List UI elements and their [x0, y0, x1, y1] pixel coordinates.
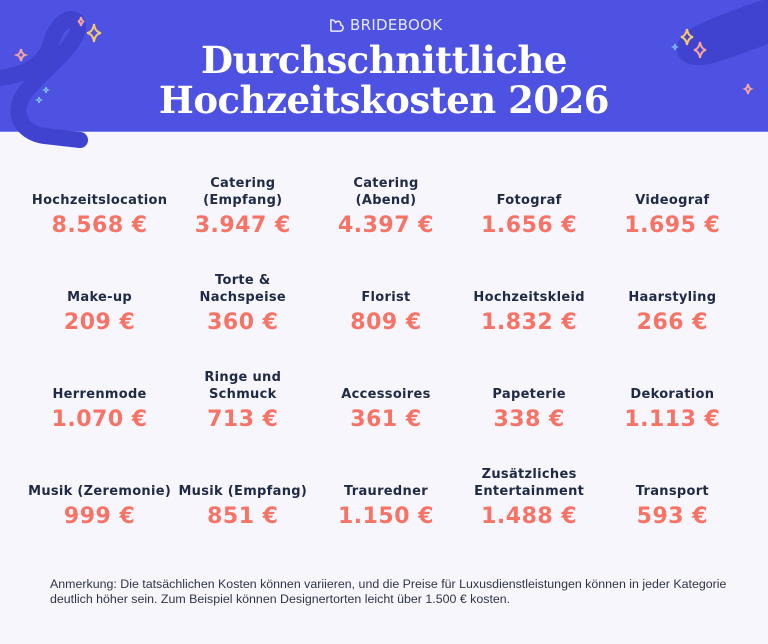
- cost-item: Musik (Empfang) 851 €: [171, 464, 314, 561]
- title-line-1: Durchschnittliche: [201, 38, 567, 82]
- cost-item: Torte & Nachspeise 360 €: [171, 270, 314, 367]
- cost-value: 3.947 €: [194, 213, 291, 238]
- brand-name: BRIDEBOOK: [350, 16, 443, 34]
- title-line-2: Hochzeitskosten 2026: [158, 78, 610, 122]
- cost-label: Ringe und Schmuck: [204, 370, 282, 402]
- cost-label: Torte & Nachspeise: [199, 273, 287, 305]
- cost-value: 361 €: [350, 407, 422, 432]
- cost-label: Florist: [361, 290, 411, 305]
- cost-value: 338 €: [493, 407, 565, 432]
- cost-value: 8.568 €: [51, 213, 148, 238]
- cost-label: Hochzeitskleid: [473, 290, 585, 305]
- cost-item: Catering (Abend) 4.397 €: [314, 173, 457, 270]
- cost-item: Catering (Empfang) 3.947 €: [171, 173, 314, 270]
- cost-item: Accessoires 361 €: [314, 367, 457, 464]
- cost-item: Haarstyling 266 €: [601, 270, 744, 367]
- cost-item: Ringe und Schmuck 713 €: [171, 367, 314, 464]
- cost-label: Musik (Empfang): [178, 484, 308, 499]
- cost-grid: Hochzeitslocation 8.568 € Catering (Empfa…: [28, 173, 744, 561]
- cost-item: Fotograf 1.656 €: [458, 173, 601, 270]
- cost-label: Videograf: [635, 193, 710, 208]
- cost-item: Videograf 1.695 €: [601, 173, 744, 270]
- cost-value: 1.656 €: [481, 213, 578, 238]
- cost-value: 1.832 €: [481, 310, 578, 335]
- cost-value: 851 €: [207, 504, 279, 529]
- cost-label: Zusätzliches Entertainment: [474, 467, 585, 499]
- cost-value: 713 €: [207, 407, 279, 432]
- cost-value: 1.488 €: [481, 504, 578, 529]
- cost-label: Catering (Empfang): [203, 176, 283, 208]
- cost-value: 593 €: [636, 504, 709, 529]
- cost-label: Hochzeitslocation: [31, 193, 168, 208]
- cost-item: Zusätzliches Entertainment 1.488 €: [458, 464, 601, 561]
- cost-item: Hochzeitskleid 1.832 €: [458, 270, 601, 367]
- cost-item: Musik (Zeremonie) 999 €: [28, 464, 171, 561]
- cost-label: Trauredner: [344, 484, 428, 499]
- cost-label: Haarstyling: [628, 290, 717, 305]
- cost-item: Trauredner 1.150 €: [314, 464, 457, 561]
- cost-label: Catering (Abend): [353, 176, 419, 208]
- cost-item: Dekoration 1.113 €: [601, 367, 744, 464]
- cost-value: 360 €: [207, 310, 279, 335]
- cost-value: 1.150 €: [337, 504, 434, 529]
- cost-value: 1.113 €: [624, 407, 721, 432]
- cost-value: 4.397 €: [337, 213, 434, 238]
- cost-label: Musik (Zeremonie): [28, 484, 172, 499]
- cost-value: 266 €: [636, 310, 709, 335]
- cost-label: Accessoires: [341, 387, 431, 402]
- cost-item: Florist 809 €: [314, 270, 457, 367]
- cost-label: Papeterie: [492, 387, 566, 402]
- cost-value: 809 €: [350, 310, 422, 335]
- cost-label: Fotograf: [496, 193, 562, 208]
- cost-item: Make-up 209 €: [28, 270, 171, 367]
- cost-item: Papeterie 338 €: [458, 367, 601, 464]
- cost-label: Make-up: [67, 290, 133, 305]
- page-title: Durchschnittliche Hochzeitskosten 2026: [0, 40, 768, 120]
- heart-outline-icon: [329, 18, 344, 33]
- cost-value: 999 €: [63, 504, 136, 529]
- cost-label: Dekoration: [630, 387, 715, 402]
- footnote: Anmerkung: Die tatsächlichen Kosten könn…: [50, 577, 727, 606]
- cost-item: Herrenmode 1.070 €: [28, 367, 171, 464]
- cost-item: Hochzeitslocation 8.568 €: [28, 173, 171, 270]
- cost-label: Transport: [635, 484, 709, 499]
- bridebook-logo: BRIDEBOOK: [329, 14, 442, 36]
- cost-value: 209 €: [63, 310, 136, 335]
- header-banner: [0, 0, 768, 132]
- cost-item: Transport 593 €: [601, 464, 744, 561]
- cost-value: 1.695 €: [624, 213, 721, 238]
- cost-value: 1.070 €: [51, 407, 148, 432]
- cost-label: Herrenmode: [52, 387, 147, 402]
